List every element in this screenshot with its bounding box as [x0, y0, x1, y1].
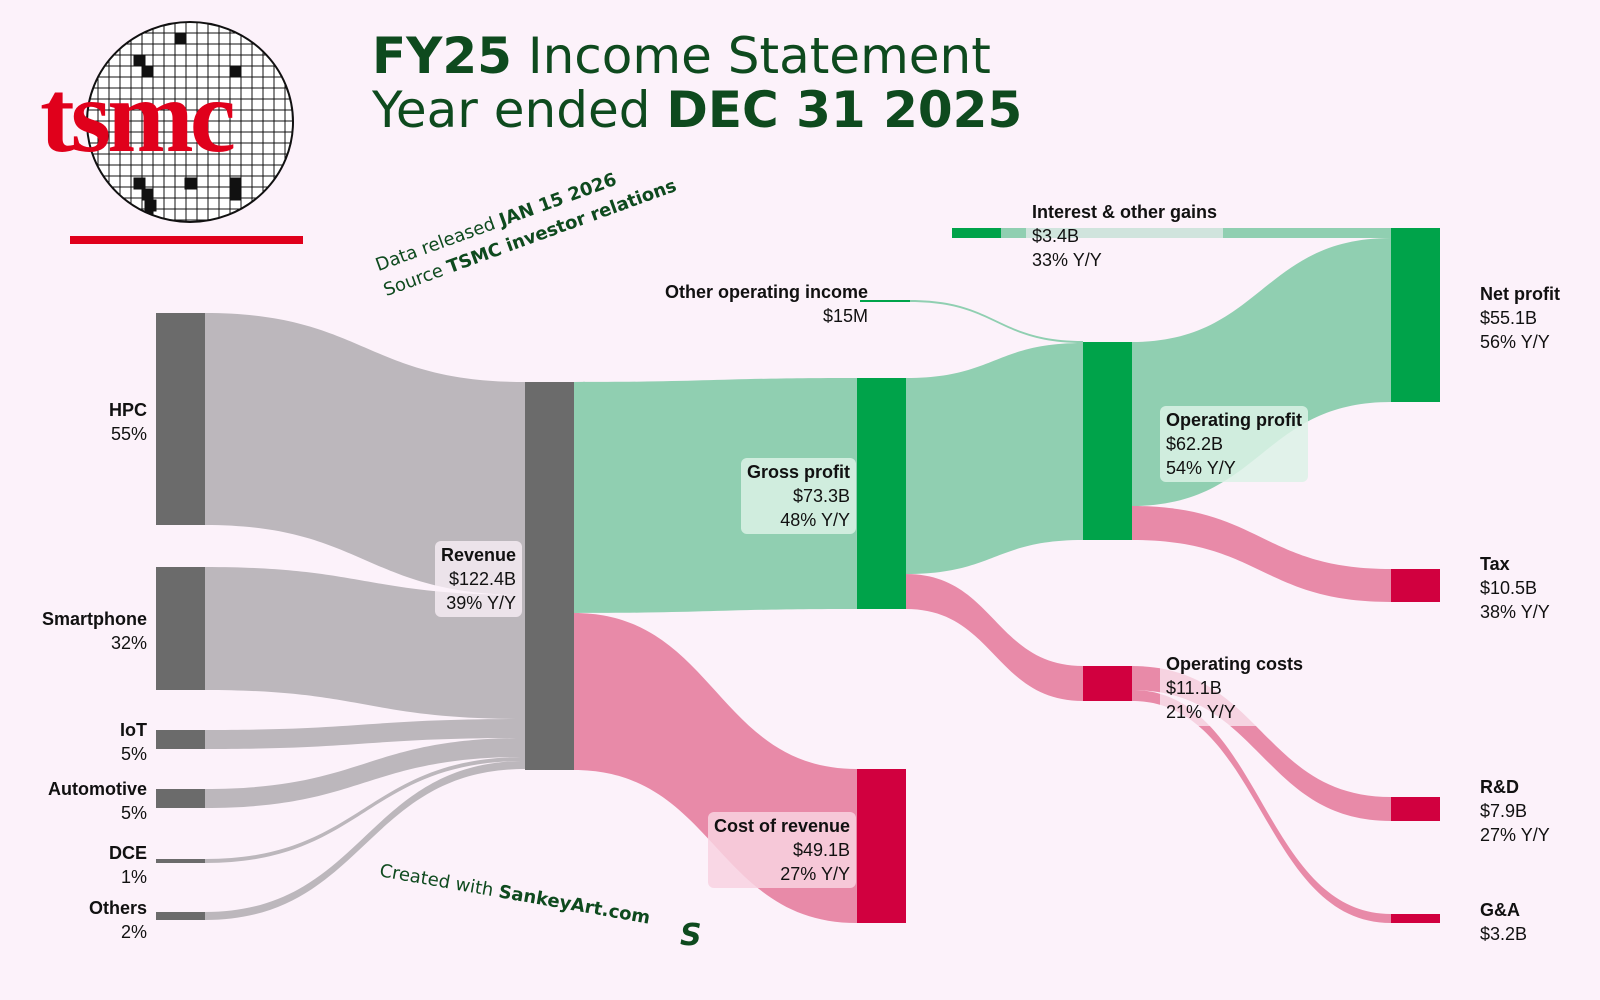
title-line-2: Year ended DEC 31 2025 [372, 81, 1023, 139]
label-others: Others 2% [88, 898, 147, 942]
node-automotive [156, 789, 205, 808]
link-hpc-to-revenue [205, 313, 525, 595]
node-tax [1391, 569, 1440, 602]
label-other-operating-income: Other operating income $15M [664, 282, 868, 326]
label-iot: IoT 5% [120, 720, 147, 764]
link-opcosts-to-rd [1132, 666, 1391, 821]
link-dce-to-revenue [205, 757, 525, 863]
node-opcosts [1083, 666, 1132, 701]
node-iot [156, 730, 205, 749]
node-opprofit [1083, 342, 1132, 540]
label-operating-profit: Operating profit $62.2B 54% Y/Y [1160, 406, 1308, 482]
label-automotive: Automotive 5% [48, 779, 147, 823]
link-revenue-to-gross [574, 378, 857, 613]
label-hpc: HPC 55% [108, 400, 147, 444]
link-opcosts-to-ga [1132, 690, 1391, 923]
node-hpc [156, 313, 205, 525]
label-interest: Interest & other gains $3.4B 33% Y/Y [1026, 198, 1224, 274]
node-smartphone [156, 567, 205, 690]
link-gross-to-opcosts [906, 574, 1083, 701]
label-ga: G&A $3.2B [1480, 900, 1528, 944]
node-rd [1391, 797, 1440, 821]
sankeyart-logo-icon: S [680, 918, 702, 953]
label-cost-of-revenue: Cost of revenue $49.1B 27% Y/Y [707, 812, 856, 888]
link-others-to-revenue [205, 761, 525, 920]
node-ga [1391, 914, 1440, 923]
link-iot-to-revenue [205, 719, 525, 749]
link-gross-to-opprofit [906, 343, 1083, 574]
label-tax: Tax $10.5B 38% Y/Y [1480, 554, 1550, 622]
label-smartphone: Smartphone 32% [41, 609, 147, 653]
node-otherinc [860, 300, 910, 302]
logo-text: tsmc [40, 59, 236, 174]
tsmc-logo [70, 21, 303, 244]
node-dce [156, 859, 205, 863]
node-revenue [525, 382, 574, 770]
title-line-1: FY25 Income Statement [372, 27, 991, 85]
label-revenue: Revenue $122.4B 39% Y/Y [434, 541, 522, 617]
link-opprofit-to-tax [1132, 506, 1391, 602]
label-gross-profit: Gross profit $73.3B 48% Y/Y [740, 458, 856, 534]
label-operating-costs: Operating costs $11.1B 21% Y/Y [1160, 650, 1310, 726]
link-automotive-to-revenue [205, 738, 525, 808]
label-rd: R&D $7.9B 27% Y/Y [1480, 777, 1550, 845]
label-dce: DCE 1% [108, 843, 147, 887]
node-others [156, 912, 205, 920]
node-gross [857, 378, 906, 609]
node-cor [857, 769, 906, 923]
node-net [1391, 228, 1440, 402]
node-interest [952, 228, 1001, 238]
link-otherinc-to-opprofit [910, 300, 1083, 343]
label-net-profit: Net profit $55.1B 56% Y/Y [1480, 284, 1560, 352]
